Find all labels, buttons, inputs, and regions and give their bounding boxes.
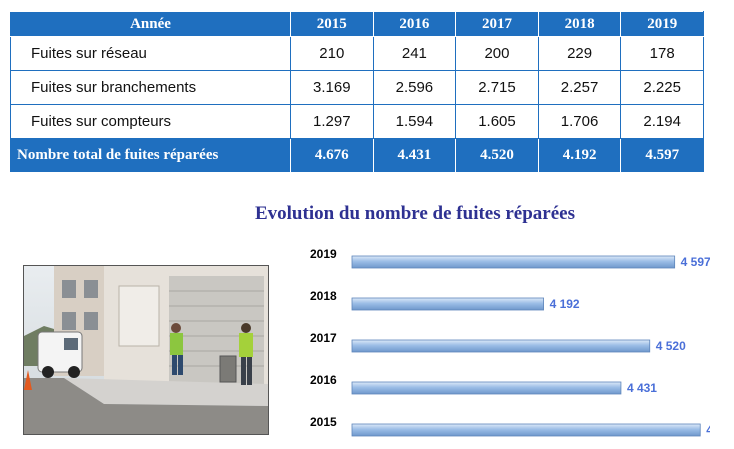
chart-title: Evolution du nombre de fuites réparées [254,203,575,224]
total-value: 4.431 [372,138,457,173]
row-label: Fuites sur réseau [10,36,291,71]
total-value: 4.597 [620,138,704,173]
y-tick-label: 2019 [310,247,337,261]
cell-value: 2.225 [620,70,704,105]
table-header-row: Année 2015 2016 2017 2018 2019 [10,11,704,37]
y-tick-label: 2016 [310,373,337,387]
y-tick-label: 2018 [310,289,337,303]
cell-value: 2.257 [537,70,622,105]
header-year: 2018 [537,11,622,37]
cell-value: 2.194 [620,104,704,139]
fuites-table: Année 2015 2016 2017 2018 2019 Fuites su… [10,11,704,173]
total-value: 4.520 [455,138,539,173]
cell-value: 200 [455,36,539,71]
cell-value: 241 [372,36,457,71]
total-value: 4.676 [290,138,374,173]
bar [351,255,676,269]
photo-illustration [24,266,268,434]
y-tick-label: 2015 [310,415,337,429]
table-row: Fuites sur branchements 3.169 2.596 2.71… [10,70,704,105]
data-label: 4 520 [656,339,686,353]
total-value: 4.192 [537,138,622,173]
bar [351,297,544,311]
bar [351,423,701,437]
cell-value: 2.596 [372,70,457,105]
total-row: Nombre total de fuites réparées 4.676 4.… [10,138,704,173]
cell-value: 1.297 [290,104,374,139]
cell-value: 229 [537,36,622,71]
cell-value: 210 [290,36,374,71]
data-label: 4 597 [681,255,710,269]
row-label: Fuites sur compteurs [10,104,291,139]
row-label: Fuites sur branchements [10,70,291,105]
header-year: 2015 [290,11,374,37]
header-year: 2017 [455,11,539,37]
data-label: 4 676 [706,423,710,437]
cell-value: 1.605 [455,104,539,139]
table-row: Fuites sur réseau 210 241 200 229 178 [10,36,704,71]
data-label: 4 192 [550,297,580,311]
header-year: 2019 [620,11,704,37]
header-year: 2016 [372,11,457,37]
header-label: Année [10,11,291,37]
data-label: 4 431 [627,381,657,395]
cell-value: 3.169 [290,70,374,105]
bar [351,381,622,395]
cell-value: 2.715 [455,70,539,105]
cell-value: 1.706 [537,104,622,139]
bar [351,339,651,353]
total-label: Nombre total de fuites réparées [10,138,291,173]
street-repair-photo [23,265,269,435]
fuites-bar-chart: 2019 4 597 2018 4 192 2017 4 520 2016 4 431 2015… [310,247,710,437]
cell-value: 178 [620,36,704,71]
table-row: Fuites sur compteurs 1.297 1.594 1.605 1… [10,104,704,139]
y-tick-label: 2017 [310,331,337,345]
cell-value: 1.594 [372,104,457,139]
